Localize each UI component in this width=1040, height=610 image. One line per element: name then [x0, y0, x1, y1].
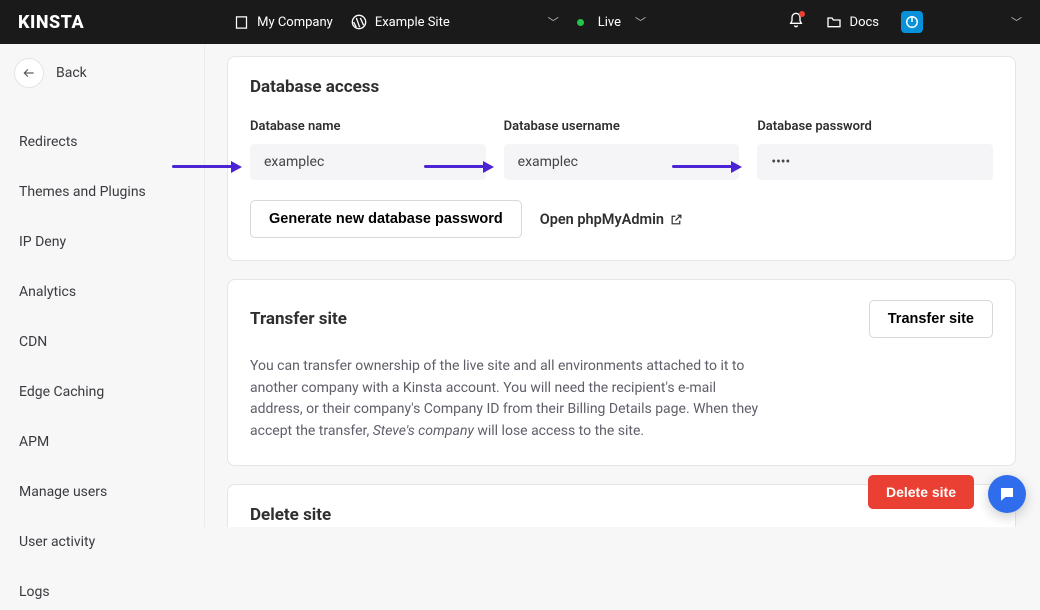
- sidebar-item-ip-deny[interactable]: IP Deny: [10, 224, 194, 260]
- env-label: Live: [598, 15, 621, 30]
- db-username-label: Database username: [504, 119, 740, 134]
- chevron-down-icon: ﹀: [548, 14, 559, 30]
- docs-link[interactable]: Docs: [826, 14, 879, 30]
- sidebar-item-cdn[interactable]: CDN: [10, 324, 194, 360]
- arrow-left-icon: [22, 66, 36, 80]
- generate-db-password-button[interactable]: Generate new database password: [250, 200, 522, 238]
- transfer-site-button[interactable]: Transfer site: [869, 300, 993, 338]
- db-username-value[interactable]: examplec: [504, 144, 740, 180]
- sidebar-item-redirects[interactable]: Redirects: [10, 124, 194, 160]
- live-dot-icon: [577, 19, 584, 26]
- sidebar: Back Redirects Themes and Plugins IP Den…: [0, 44, 205, 527]
- open-phpmyadmin-link[interactable]: Open phpMyAdmin: [540, 211, 683, 228]
- folder-icon: [826, 14, 842, 30]
- transfer-site-description: You can transfer ownership of the live s…: [250, 356, 770, 443]
- sidebar-item-user-activity[interactable]: User activity: [10, 524, 194, 560]
- open-phpmyadmin-label: Open phpMyAdmin: [540, 211, 664, 228]
- sidebar-item-manage-users[interactable]: Manage users: [10, 474, 194, 510]
- back-label: Back: [56, 65, 87, 81]
- delete-site-button[interactable]: Delete site: [868, 475, 974, 509]
- notification-dot-icon: [799, 11, 805, 17]
- chat-icon: [998, 485, 1016, 503]
- sidebar-item-logs[interactable]: Logs: [10, 574, 194, 610]
- db-name-label: Database name: [250, 119, 486, 134]
- site-switcher[interactable]: Example Site ﹀: [351, 14, 559, 30]
- env-switcher[interactable]: Live ﹀: [577, 14, 646, 30]
- database-access-card: Database access Database name examplec D…: [227, 56, 1016, 261]
- database-access-title: Database access: [250, 77, 993, 97]
- top-header: KINSTA My Company Example Site ﹀ Live ﹀ …: [0, 0, 1040, 44]
- site-name: Example Site: [375, 15, 450, 30]
- db-name-value[interactable]: examplec: [250, 144, 486, 180]
- chevron-down-icon: ﹀: [1011, 14, 1022, 30]
- sidebar-item-analytics[interactable]: Analytics: [10, 274, 194, 310]
- chevron-down-icon: ﹀: [635, 14, 646, 30]
- sidebar-item-edge-caching[interactable]: Edge Caching: [10, 374, 194, 410]
- back-button[interactable]: [14, 58, 44, 88]
- company-switcher[interactable]: My Company: [234, 15, 333, 30]
- account-menu[interactable]: ﹀: [901, 11, 1022, 33]
- main-content: Database access Database name examplec D…: [205, 44, 1040, 527]
- db-password-value[interactable]: ••••: [757, 144, 993, 180]
- transfer-site-card: Transfer site Transfer site You can tran…: [227, 279, 1016, 466]
- db-password-label: Database password: [757, 119, 993, 134]
- docs-label: Docs: [850, 15, 879, 30]
- external-link-icon: [670, 213, 683, 226]
- sidebar-item-themes-plugins[interactable]: Themes and Plugins: [10, 174, 194, 210]
- notifications-button[interactable]: [788, 12, 804, 32]
- transfer-site-title: Transfer site: [250, 309, 347, 329]
- logo: KINSTA: [18, 12, 84, 33]
- sidebar-item-apm[interactable]: APM: [10, 424, 194, 460]
- chat-widget-button[interactable]: [988, 475, 1026, 513]
- avatar-icon: [901, 11, 923, 33]
- wordpress-icon: [351, 14, 367, 30]
- company-name: My Company: [257, 15, 333, 30]
- building-icon: [234, 15, 249, 30]
